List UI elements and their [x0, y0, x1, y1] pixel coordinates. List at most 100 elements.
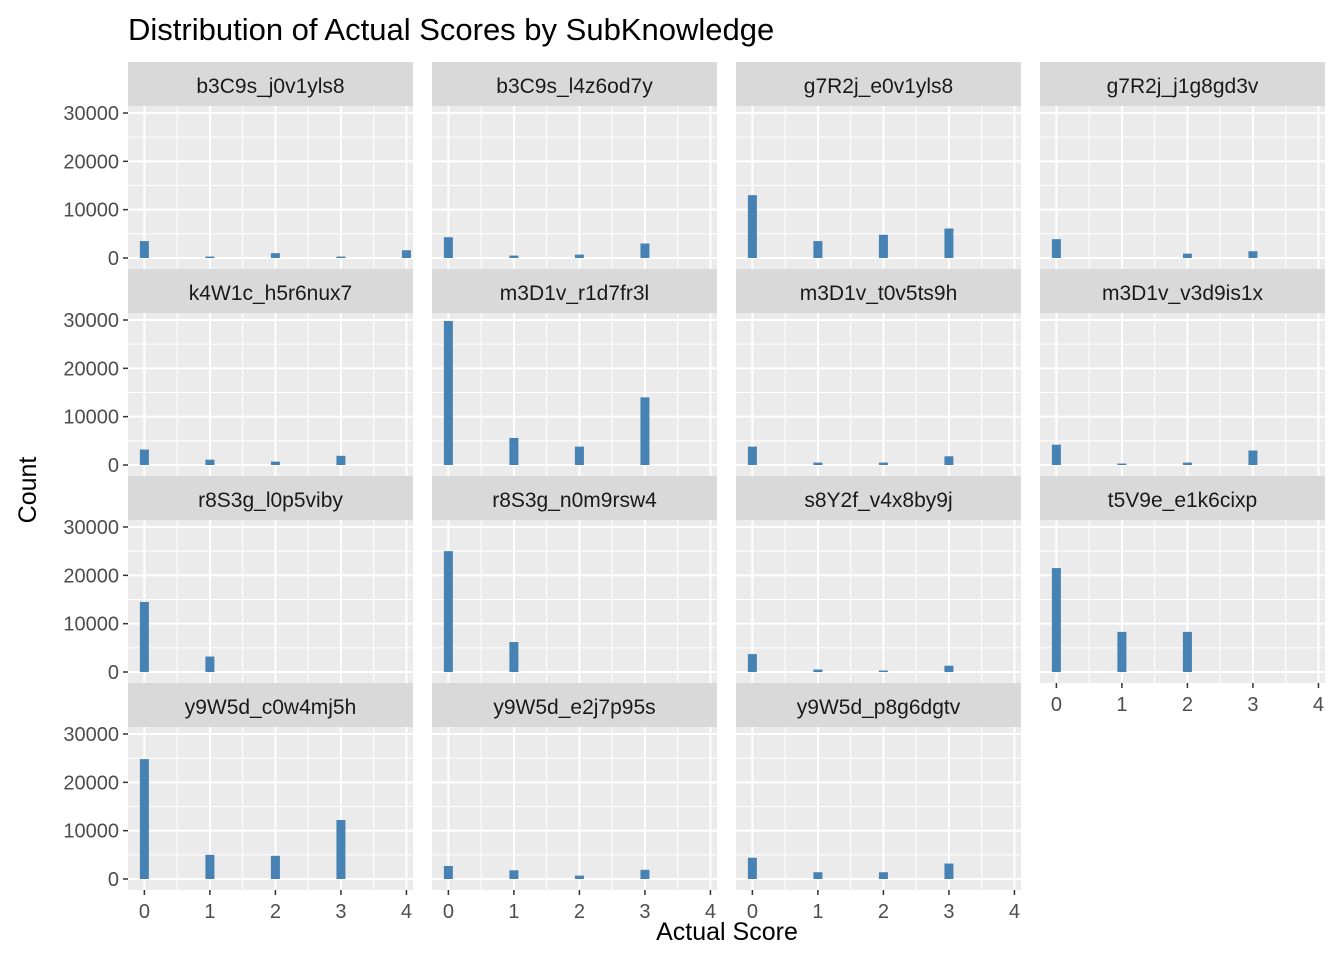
histogram-bar [1182, 253, 1192, 258]
histogram-bar [139, 449, 149, 465]
histogram-bar [944, 863, 954, 879]
facet-panel: y9W5d_p8g6dgtv 0 1 2 3 4 [736, 683, 1021, 923]
facet-strip-label: s8Y2f_v4x8by9j [804, 489, 952, 512]
panel-background [736, 313, 1021, 476]
facet-panel: r8S3g_l0p5viby 0 10000 20000 30000 [63, 476, 413, 684]
histogram-bar [878, 462, 888, 465]
facet-panel: y9W5d_c0w4mj5h 0 10000 20000 30000 0 1 2 3 4 [63, 683, 413, 923]
panel-background [1040, 106, 1325, 269]
histogram-bar [205, 854, 215, 879]
facet-strip-label: g7R2j_e0v1yls8 [804, 75, 953, 98]
histogram-bar [747, 195, 757, 258]
histogram-bar [205, 656, 215, 672]
histogram-bar [813, 241, 823, 258]
facet-panel: g7R2j_e0v1yls8 [736, 62, 1021, 269]
facet-strip-label: t5V9e_e1k6cixp [1108, 489, 1257, 512]
facet-panel: m3D1v_t0v5ts9h [736, 269, 1021, 476]
facet-strip [432, 62, 717, 106]
y-tick-label: 0 [108, 248, 119, 270]
facet-strip [128, 476, 413, 520]
y-tick-label: 30000 [63, 517, 119, 539]
panel-background [1040, 520, 1325, 683]
facet-strip [736, 476, 1021, 520]
histogram-bar [443, 320, 453, 465]
histogram-bar [1051, 444, 1061, 465]
x-tick-label: 0 [443, 901, 454, 923]
facet-strip [736, 62, 1021, 106]
y-tick-label: 30000 [63, 310, 119, 332]
y-tick-label: 20000 [63, 565, 119, 587]
histogram-bar [574, 254, 584, 258]
histogram-bar [1051, 568, 1061, 672]
facet-strip-label: b3C9s_j0v1yls8 [196, 75, 344, 98]
histogram-bar [878, 670, 888, 672]
facet-strip-label: b3C9s_l4z6od7y [496, 75, 653, 98]
histogram-bar [270, 855, 280, 879]
histogram-bar [1182, 631, 1192, 672]
histogram-bar [813, 669, 823, 672]
x-tick-label: 4 [1313, 694, 1324, 716]
facet-strip-label: y9W5d_c0w4mj5h [185, 696, 357, 719]
histogram-bar [640, 869, 650, 879]
panel-background [128, 727, 413, 890]
histogram-bar [640, 243, 650, 258]
histogram-bar [1117, 631, 1127, 672]
histogram-bar [336, 820, 346, 879]
facet-panel: m3D1v_r1d7fr3l [432, 269, 717, 476]
histogram-bar [509, 255, 519, 258]
histogram-bar [813, 462, 823, 465]
facet-panels: b3C9s_j0v1yls8 0 10000 20000 30000 b3C9s_l4z6… [63, 62, 1325, 923]
y-tick-label: 20000 [63, 151, 119, 173]
facet-strip [1040, 476, 1325, 520]
histogram-bar [1248, 251, 1258, 258]
facet-panel: b3C9s_j0v1yls8 0 10000 20000 30000 [63, 62, 413, 270]
facet-strip [432, 476, 717, 520]
x-tick-label: 2 [574, 901, 585, 923]
histogram-bar [747, 446, 757, 465]
histogram-bar [1051, 239, 1061, 258]
facet-panel: b3C9s_l4z6od7y [432, 62, 717, 269]
x-tick-label: 0 [139, 901, 150, 923]
y-axis-label: Count [14, 457, 42, 524]
x-tick-label: 3 [1247, 694, 1258, 716]
facet-strip-label: m3D1v_t0v5ts9h [800, 282, 958, 305]
facet-strip [736, 683, 1021, 727]
x-tick-label: 3 [335, 901, 346, 923]
histogram-bar [509, 870, 519, 879]
x-tick-label: 4 [705, 901, 716, 923]
histogram-bar [205, 256, 215, 258]
panel-background [432, 106, 717, 269]
histogram-bar [139, 241, 149, 258]
histogram-bar [205, 459, 215, 465]
x-tick-label: 2 [1182, 694, 1193, 716]
y-tick-label: 30000 [63, 724, 119, 746]
panel-background [432, 520, 717, 683]
facet-panel: s8Y2f_v4x8by9j [736, 476, 1021, 683]
x-tick-label: 4 [1009, 901, 1020, 923]
facet-strip-label: g7R2j_j1g8gd3v [1107, 75, 1259, 98]
histogram-bar [270, 253, 280, 258]
histogram-bar [139, 759, 149, 879]
histogram-bar [640, 397, 650, 465]
x-tick-label: 1 [1116, 694, 1127, 716]
histogram-bar [1182, 462, 1192, 465]
histogram-bar [747, 654, 757, 672]
x-tick-label: 3 [639, 901, 650, 923]
histogram-bar [443, 551, 453, 672]
facet-strip-label: m3D1v_r1d7fr3l [500, 282, 649, 305]
facet-panel: m3D1v_v3d9is1x [1040, 269, 1325, 476]
facet-strip-label: r8S3g_n0m9rsw4 [492, 489, 657, 512]
panel-background [736, 727, 1021, 890]
y-tick-label: 10000 [63, 821, 119, 843]
histogram-bar [443, 865, 453, 879]
facet-strip [1040, 269, 1325, 313]
x-tick-label: 1 [204, 901, 215, 923]
panel-background [1040, 313, 1325, 476]
histogram-bar [944, 228, 954, 258]
histogram-bar [944, 456, 954, 465]
panel-background [432, 727, 717, 890]
panel-background [736, 106, 1021, 269]
x-tick-label: 3 [943, 901, 954, 923]
facet-strip [432, 683, 717, 727]
